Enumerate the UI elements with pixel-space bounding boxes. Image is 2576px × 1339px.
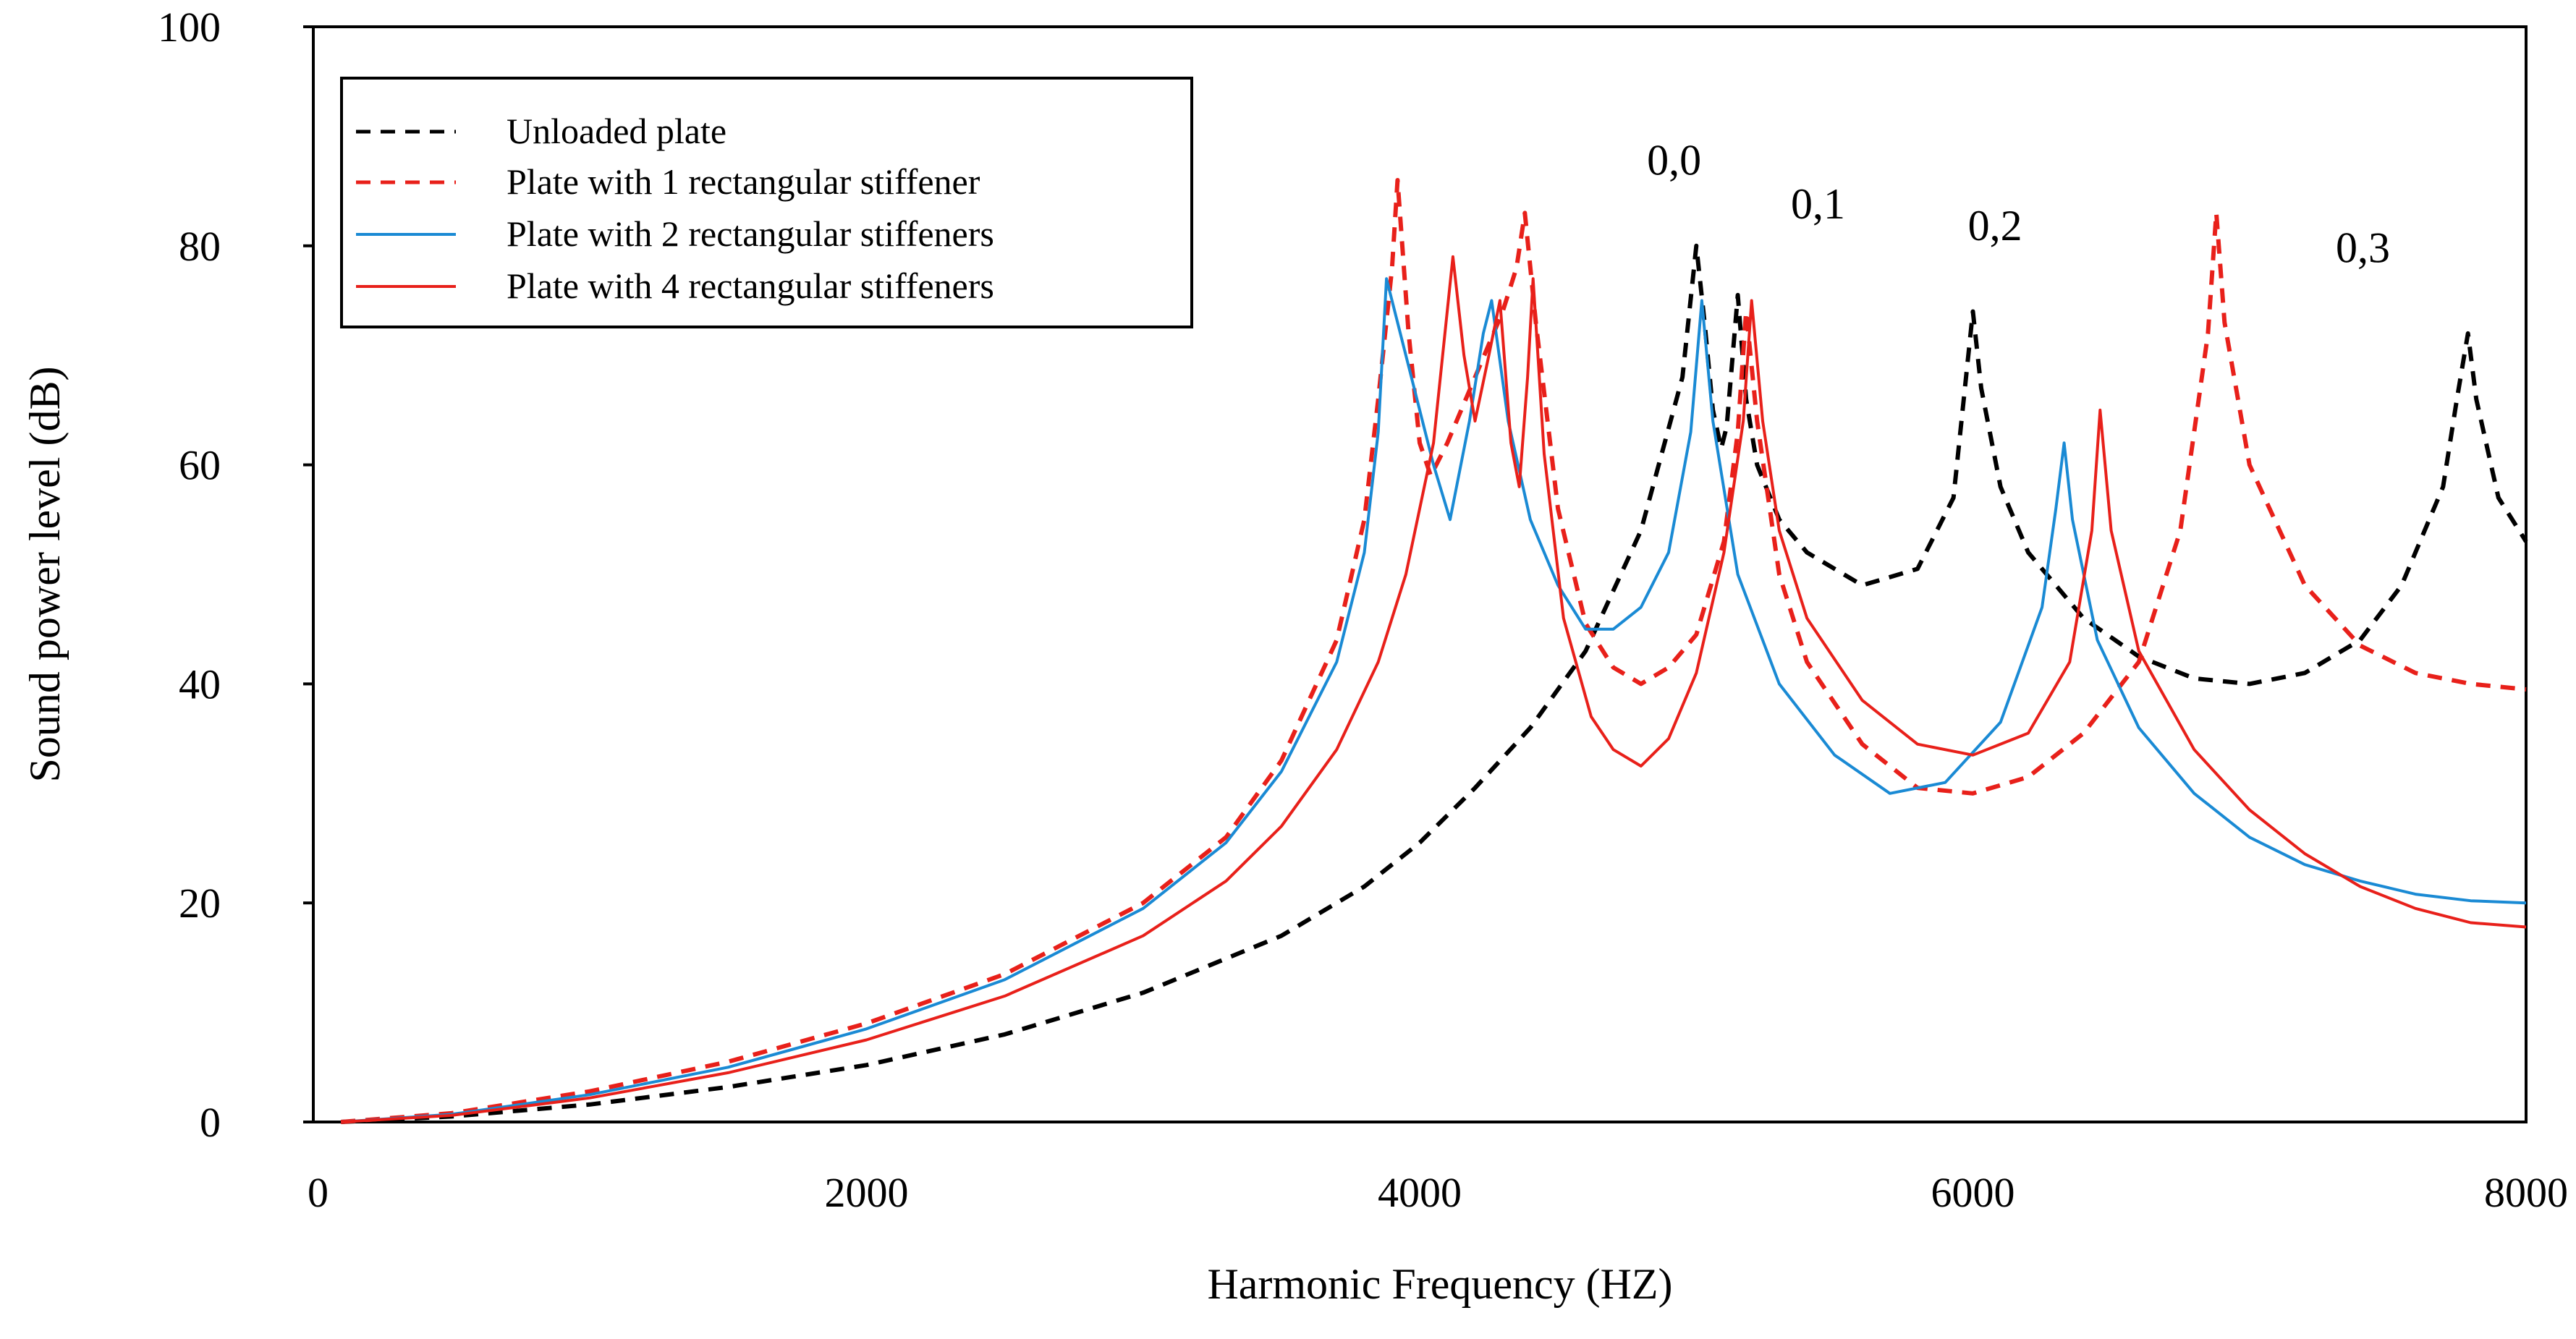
x-axis-title: Harmonic Frequency (HZ) bbox=[1207, 1260, 1672, 1308]
y-tick-label: 40 bbox=[179, 660, 221, 707]
mode-annotation: 0,0 bbox=[1647, 136, 1701, 184]
y-tick-label: 80 bbox=[179, 223, 221, 270]
y-tick-label: 100 bbox=[158, 4, 221, 51]
x-tick-label: 2000 bbox=[825, 1169, 909, 1216]
x-tick-label: 6000 bbox=[1931, 1169, 2015, 1216]
series-two-stiffeners-line bbox=[341, 277, 2527, 1123]
x-tick-label: 8000 bbox=[2484, 1169, 2568, 1216]
series-four-stiffeners-line bbox=[341, 255, 2527, 1123]
peak-annotations: 0,0 0,1 0,2 0,3 bbox=[1647, 136, 2390, 271]
legend: Unloaded plate Plate with 1 rectangular … bbox=[340, 77, 1193, 328]
mode-annotation: 0,1 bbox=[1791, 180, 1845, 228]
mode-annotation: 0,3 bbox=[2336, 224, 2390, 272]
legend-label-4-stiffeners: Plate with 4 rectangular stiffeners bbox=[507, 265, 994, 306]
series-layer bbox=[340, 178, 2528, 1124]
y-axis-ticks: 0 20 40 60 80 100 bbox=[158, 4, 313, 1146]
y-tick-label: 20 bbox=[179, 880, 221, 927]
series-unloaded-plate-line bbox=[341, 243, 2528, 1124]
legend-box bbox=[340, 77, 1193, 328]
x-axis-ticks: 0 2000 4000 6000 8000 bbox=[308, 1169, 2568, 1216]
y-tick-label: 0 bbox=[200, 1099, 221, 1146]
legend-label-1-stiffener: Plate with 1 rectangular stiffener bbox=[507, 161, 980, 202]
mode-annotation: 0,2 bbox=[1968, 202, 2022, 250]
x-tick-label: 4000 bbox=[1378, 1169, 1462, 1216]
y-axis-title: Sound power level (dB) bbox=[21, 367, 69, 783]
plot-area-frame bbox=[312, 25, 2528, 1123]
legend-label-2-stiffeners: Plate with 2 rectangular stiffeners bbox=[507, 213, 994, 254]
series-one-stiffener-line bbox=[340, 178, 2527, 1124]
x-tick-label: 0 bbox=[308, 1169, 329, 1216]
y-tick-label: 60 bbox=[179, 442, 221, 489]
legend-label-unloaded: Unloaded plate bbox=[507, 111, 726, 151]
